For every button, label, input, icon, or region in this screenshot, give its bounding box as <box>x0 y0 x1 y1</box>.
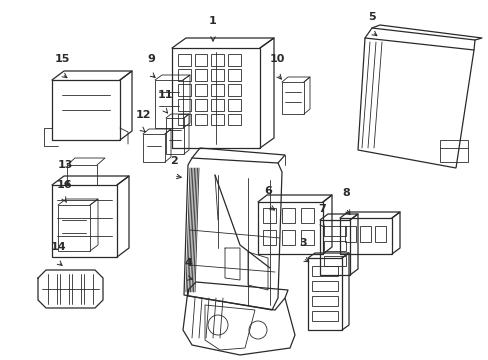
Bar <box>194 69 207 81</box>
Bar <box>227 69 240 81</box>
Bar <box>311 311 337 321</box>
Bar <box>227 114 240 125</box>
Bar <box>194 54 207 66</box>
Bar <box>324 226 346 236</box>
Bar <box>67 165 97 185</box>
Bar <box>345 226 355 242</box>
Bar <box>52 185 117 257</box>
Text: 4: 4 <box>183 258 192 268</box>
Bar <box>211 54 224 66</box>
Bar <box>178 114 190 125</box>
Bar <box>282 82 304 114</box>
Bar <box>324 241 346 251</box>
Bar <box>282 230 294 245</box>
Bar <box>211 99 224 111</box>
Text: 12: 12 <box>135 110 150 120</box>
Bar <box>374 226 385 242</box>
Bar <box>359 226 370 242</box>
Bar <box>165 118 183 154</box>
Bar <box>319 220 349 275</box>
Bar <box>178 54 190 66</box>
Text: 9: 9 <box>147 54 155 64</box>
Bar <box>172 48 260 148</box>
Bar <box>311 281 337 291</box>
Bar <box>227 84 240 96</box>
Bar <box>307 258 341 330</box>
Bar <box>301 208 313 223</box>
Bar <box>339 218 391 254</box>
Text: 6: 6 <box>264 186 271 196</box>
Bar <box>282 208 294 223</box>
Bar <box>301 230 313 245</box>
Text: 3: 3 <box>299 238 306 248</box>
Bar <box>194 114 207 125</box>
Bar <box>263 230 275 245</box>
Bar <box>194 99 207 111</box>
Bar <box>58 205 90 251</box>
Bar <box>52 80 120 140</box>
Bar <box>178 99 190 111</box>
Bar <box>178 84 190 96</box>
Text: 11: 11 <box>157 90 172 100</box>
Text: 5: 5 <box>367 12 375 22</box>
Bar <box>258 202 323 254</box>
Text: 15: 15 <box>54 54 70 64</box>
Text: 13: 13 <box>57 160 73 170</box>
Bar <box>311 296 337 306</box>
Bar <box>178 69 190 81</box>
Bar <box>211 84 224 96</box>
Bar <box>227 99 240 111</box>
Text: 8: 8 <box>342 188 349 198</box>
Text: 7: 7 <box>318 204 325 214</box>
Text: 1: 1 <box>209 16 217 26</box>
Bar <box>263 208 275 223</box>
Bar <box>439 140 467 162</box>
Bar <box>142 134 164 162</box>
Bar <box>211 69 224 81</box>
Text: 14: 14 <box>50 242 66 252</box>
Bar <box>155 80 183 128</box>
Bar <box>227 54 240 66</box>
Text: 2: 2 <box>170 156 178 166</box>
Bar <box>311 266 337 276</box>
Bar <box>324 256 346 266</box>
Text: 10: 10 <box>269 54 284 64</box>
Bar <box>194 84 207 96</box>
Bar <box>211 114 224 125</box>
Text: 16: 16 <box>57 180 73 190</box>
